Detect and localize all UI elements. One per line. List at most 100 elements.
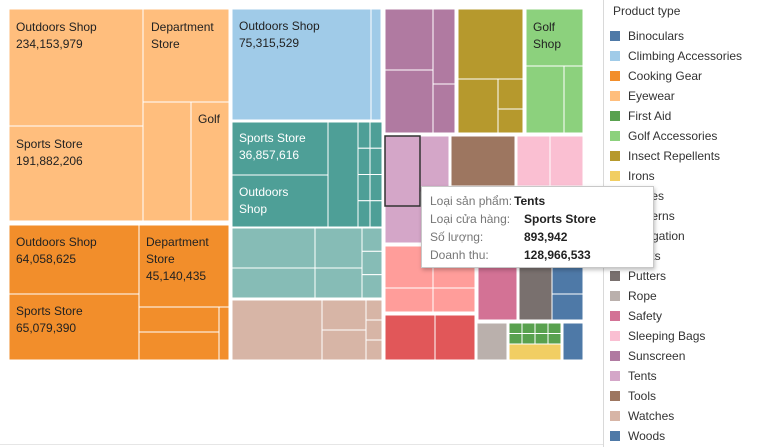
packs-3[interactable] (384, 287, 434, 313)
insect-2[interactable] (457, 78, 499, 134)
legend-item[interactable]: Sunscreen (610, 346, 742, 366)
first-aid-small[interactable] (547, 322, 562, 334)
legend-item[interactable]: Woods (610, 426, 742, 446)
golf-accessories-3[interactable] (563, 65, 584, 134)
tents-2[interactable] (419, 135, 450, 193)
eyewear-golf[interactable] (190, 101, 230, 222)
first-aid-small[interactable] (534, 322, 549, 334)
tooltip-label: Doanh thu: (430, 248, 489, 262)
golf-accessories-2[interactable] (525, 65, 565, 134)
legend-item[interactable]: Cooking Gear (610, 66, 742, 86)
sunscreen-3[interactable] (432, 8, 456, 85)
legend-item[interactable]: Putters (610, 266, 742, 286)
binoculars-other-1[interactable] (327, 121, 359, 228)
eyewear-outdoors-shop[interactable] (8, 8, 144, 127)
binoculars-small[interactable] (369, 121, 383, 149)
watches-1[interactable] (231, 299, 323, 361)
sunscreen-2[interactable] (384, 69, 434, 134)
eyewear-department-store[interactable] (142, 8, 230, 103)
legend-label: Tents (628, 369, 657, 383)
climbing-other[interactable] (370, 8, 382, 121)
legend-swatch (610, 391, 620, 401)
first-aid-small[interactable] (521, 333, 536, 345)
sunscreen-4[interactable] (432, 83, 456, 134)
woods-2[interactable] (551, 293, 584, 321)
woods-3[interactable] (562, 322, 584, 361)
watches-small[interactable] (365, 319, 383, 341)
insect-3[interactable] (497, 78, 524, 110)
watches-small[interactable] (365, 299, 383, 321)
legend-item[interactable]: Safety (610, 306, 742, 326)
legend-swatch (610, 31, 620, 41)
lanterns-1[interactable] (231, 227, 316, 269)
binoculars-small[interactable] (369, 174, 383, 202)
cooking-other-2[interactable] (138, 331, 220, 361)
watches-small[interactable] (365, 339, 383, 361)
binoculars-small[interactable] (369, 200, 383, 228)
legend-swatch (610, 351, 620, 361)
sunscreen-1[interactable] (384, 8, 434, 71)
eyewear-sports-store[interactable] (8, 125, 144, 222)
binoculars-small[interactable] (357, 174, 371, 202)
cooking-other-1[interactable] (138, 306, 230, 333)
legend-swatch (610, 291, 620, 301)
legend-swatch (610, 411, 620, 421)
lanterns-small[interactable] (361, 274, 383, 299)
climbing-outdoors-shop[interactable] (231, 8, 372, 121)
cooking-outdoors-shop[interactable] (8, 224, 140, 295)
cooking-other-3[interactable] (218, 306, 230, 361)
insect-4[interactable] (497, 108, 524, 134)
legend-item[interactable]: Tents (610, 366, 742, 386)
tooltip-row: Loại cửa hàng: Sports Store (430, 212, 596, 230)
binoculars-outdoors-shop[interactable] (231, 174, 329, 228)
lanterns-small[interactable] (361, 227, 383, 252)
legend-item[interactable]: Golf Accessories (610, 126, 742, 146)
lanterns-4[interactable] (314, 267, 363, 299)
tents-sports-store-highlight[interactable] (384, 135, 421, 207)
legend-item[interactable]: Sleeping Bags (610, 326, 742, 346)
insect-1[interactable] (457, 8, 524, 80)
navigation-2[interactable] (434, 314, 476, 361)
legend-item[interactable]: Eyewear (610, 86, 742, 106)
legend-item[interactable]: Climbing Accessories (610, 46, 742, 66)
legend-item[interactable]: Binoculars (610, 26, 742, 46)
packs-4[interactable] (432, 287, 476, 313)
binoculars-small[interactable] (357, 147, 371, 175)
first-aid-small[interactable] (534, 333, 549, 345)
irons-1[interactable] (508, 343, 562, 361)
cooking-department-store[interactable] (138, 224, 230, 308)
eyewear-other[interactable] (142, 101, 192, 222)
first-aid-small[interactable] (508, 322, 523, 334)
legend-item[interactable]: Tools (610, 386, 742, 406)
binoculars-small[interactable] (357, 121, 371, 149)
watches-3[interactable] (321, 329, 367, 361)
navigation-1[interactable] (384, 314, 436, 361)
legend-item[interactable]: First Aid (610, 106, 742, 126)
lanterns-3[interactable] (231, 267, 316, 299)
legend-label: Binoculars (628, 29, 685, 43)
tents-sports-store[interactable] (384, 135, 421, 207)
first-aid-small[interactable] (521, 322, 536, 334)
rope-1[interactable] (476, 322, 508, 361)
legend-label: Safety (628, 309, 663, 323)
first-aid-small[interactable] (508, 333, 523, 345)
cooking-sports-store[interactable] (8, 293, 140, 361)
golf-accessories-golf-shop[interactable] (525, 8, 584, 67)
lanterns-small[interactable] (361, 250, 383, 276)
legend-item[interactable]: Rope (610, 286, 742, 306)
tooltip-label: Số lượng: (430, 230, 484, 244)
binoculars-sports-store[interactable] (231, 121, 329, 176)
lanterns-2[interactable] (314, 227, 363, 269)
sleeping-bags-1[interactable] (516, 135, 551, 187)
tooltip-row: Doanh thu: 128,966,533 (430, 248, 591, 266)
binoculars-small[interactable] (357, 200, 371, 228)
legend-title: Product type (613, 4, 681, 18)
legend-item[interactable]: Watches (610, 406, 742, 426)
binoculars-small[interactable] (369, 147, 383, 175)
first-aid-small[interactable] (547, 333, 562, 345)
legend-item[interactable]: Irons (610, 166, 742, 186)
watches-2[interactable] (321, 299, 367, 331)
legend-item[interactable]: Insect Repellents (610, 146, 742, 166)
tools-1[interactable] (450, 135, 516, 187)
sleeping-bags-2[interactable] (549, 135, 584, 187)
